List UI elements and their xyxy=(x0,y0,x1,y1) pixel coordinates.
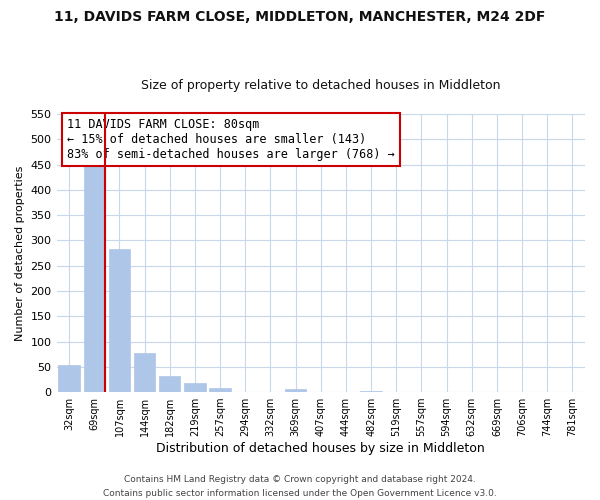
Bar xyxy=(361,390,382,392)
Bar xyxy=(134,352,155,392)
Text: 11 DAVIDS FARM CLOSE: 80sqm
← 15% of detached houses are smaller (143)
83% of se: 11 DAVIDS FARM CLOSE: 80sqm ← 15% of det… xyxy=(67,118,395,161)
Text: 11, DAVIDS FARM CLOSE, MIDDLETON, MANCHESTER, M24 2DF: 11, DAVIDS FARM CLOSE, MIDDLETON, MANCHE… xyxy=(55,10,545,24)
X-axis label: Distribution of detached houses by size in Middleton: Distribution of detached houses by size … xyxy=(157,442,485,455)
Bar xyxy=(209,388,231,392)
Bar xyxy=(109,249,130,392)
Y-axis label: Number of detached properties: Number of detached properties xyxy=(15,166,25,340)
Text: Contains HM Land Registry data © Crown copyright and database right 2024.
Contai: Contains HM Land Registry data © Crown c… xyxy=(103,476,497,498)
Bar xyxy=(285,388,307,392)
Bar xyxy=(58,366,80,392)
Bar xyxy=(159,376,181,392)
Bar xyxy=(184,384,206,392)
Bar xyxy=(83,161,105,392)
Title: Size of property relative to detached houses in Middleton: Size of property relative to detached ho… xyxy=(141,79,500,92)
